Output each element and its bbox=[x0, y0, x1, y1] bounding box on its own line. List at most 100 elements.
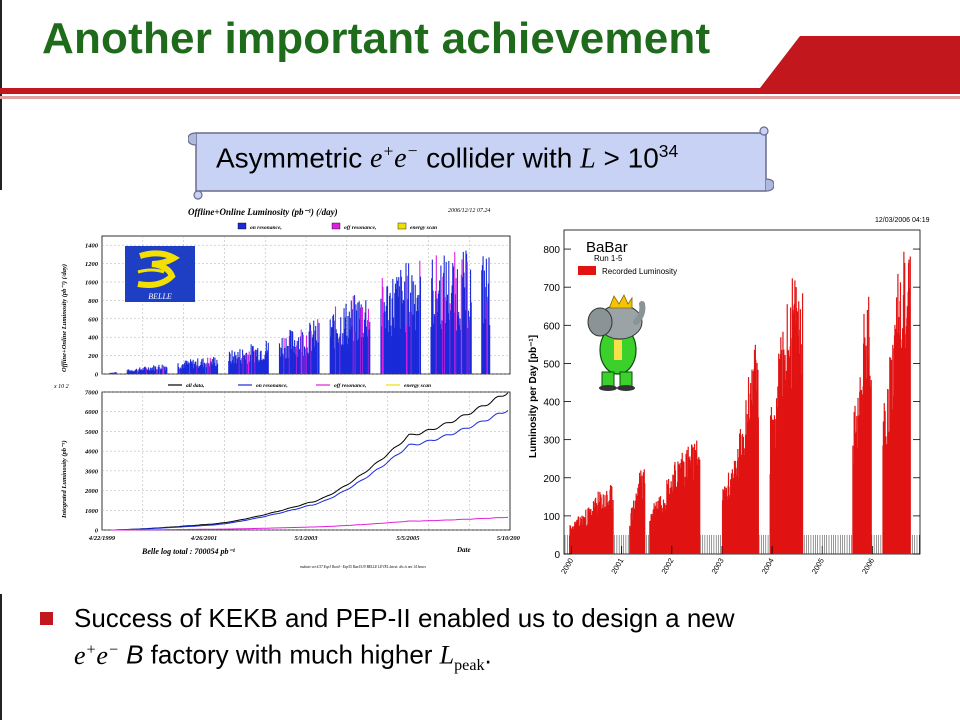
belle-daily-bar bbox=[415, 330, 417, 374]
belle-daily-bar bbox=[249, 361, 251, 374]
belle-daily-bar bbox=[215, 366, 217, 374]
belle-daily-legend-swatch bbox=[397, 222, 407, 230]
belle-integrated-xtick: 5/10/2007 bbox=[497, 535, 522, 542]
babar-stamp: 12/03/2006 04:19 bbox=[875, 217, 930, 224]
belle-daily-ytick: 1000 bbox=[85, 280, 99, 287]
belle-daily-bar bbox=[391, 298, 393, 374]
belle-daily-bar bbox=[283, 338, 285, 374]
belle-daily-bar bbox=[203, 362, 205, 374]
belle-daily-bar bbox=[302, 334, 304, 374]
belle-daily-bar bbox=[386, 286, 388, 374]
belle-daily-bar bbox=[130, 371, 132, 374]
belle-daily-bar bbox=[454, 251, 456, 374]
belle-daily-bar bbox=[448, 319, 451, 374]
belle-daily-bar bbox=[258, 359, 260, 374]
belle-daily-bar bbox=[339, 333, 341, 374]
belle-daily-bar bbox=[159, 368, 161, 374]
belle-daily-bar bbox=[147, 369, 149, 374]
belle-daily-bar bbox=[437, 311, 439, 374]
belle-daily-bar bbox=[156, 369, 158, 374]
belle-daily-bar bbox=[282, 353, 284, 374]
belle-daily-bar bbox=[408, 326, 410, 374]
bullet-line1: Success of KEKB and PEP-II enabled us to… bbox=[74, 603, 735, 633]
belle-daily-bar bbox=[351, 326, 353, 374]
belle-daily-bar bbox=[403, 300, 405, 374]
bullet-sub: peak bbox=[454, 656, 485, 674]
belle-daily-bar bbox=[133, 371, 136, 374]
belle-integrated-legend-label: off resonance, bbox=[334, 383, 366, 389]
belle-integrated-series-line bbox=[112, 410, 509, 531]
belle-daily-bar bbox=[369, 321, 371, 374]
belle-daily-bar bbox=[332, 314, 335, 374]
belle-daily-bar bbox=[329, 319, 331, 374]
babar-ytick: 700 bbox=[543, 283, 560, 294]
belle-daily-bar bbox=[308, 331, 310, 374]
belle-daily-bar bbox=[442, 276, 444, 374]
belle-daily-bar bbox=[330, 336, 332, 374]
belle-daily-bar bbox=[154, 366, 156, 374]
belle-daily-bar bbox=[198, 366, 200, 374]
belle-daily-bar bbox=[356, 340, 358, 374]
bullet-e-plus: e+e− bbox=[74, 640, 119, 670]
belle-logo: BELLE bbox=[125, 246, 195, 302]
belle-daily-bar bbox=[197, 358, 199, 374]
belle-daily-bar bbox=[294, 346, 296, 374]
belle-daily-bar bbox=[362, 332, 364, 374]
belle-daily-bar bbox=[456, 269, 458, 374]
belle-daily-bar bbox=[155, 369, 157, 374]
belle-integrated-ytick: 5000 bbox=[85, 429, 99, 436]
belle-daily-bar bbox=[280, 356, 282, 374]
belle-daily-bar bbox=[195, 366, 198, 374]
belle-daily-bar bbox=[145, 367, 147, 374]
belle-daily-bar bbox=[301, 352, 303, 374]
belle-integrated-ytick: 7000 bbox=[85, 390, 99, 397]
belle-daily-bar bbox=[191, 363, 194, 374]
belle-daily-bar bbox=[193, 363, 196, 374]
belle-daily-bar bbox=[231, 350, 233, 374]
header-rule-shadow bbox=[0, 96, 960, 99]
belle-daily-bar bbox=[115, 372, 117, 374]
belle-daily-bar bbox=[287, 358, 289, 374]
belle-daily-bar bbox=[151, 367, 153, 374]
belle-daily-bar bbox=[166, 367, 168, 374]
belle-daily-bar bbox=[110, 372, 113, 374]
belle-daily-bar bbox=[112, 372, 114, 374]
belle-daily-bar bbox=[157, 369, 159, 374]
belle-daily-bar bbox=[284, 347, 286, 374]
belle-daily-bar bbox=[388, 295, 391, 374]
belle-daily-bar bbox=[460, 329, 462, 374]
belle-daily-bar bbox=[299, 349, 301, 374]
belle-daily-bar bbox=[266, 353, 268, 374]
belle-daily-bar bbox=[247, 354, 250, 374]
belle-daily-bar bbox=[132, 370, 134, 374]
belle-daily-bar bbox=[145, 368, 147, 374]
belle-integrated-series-line bbox=[112, 516, 509, 531]
belle-daily-bar bbox=[306, 347, 308, 374]
belle-daily-bar bbox=[489, 325, 491, 374]
belle-daily-bar bbox=[249, 354, 252, 374]
bullet-marker bbox=[40, 612, 53, 625]
belle-daily-bar bbox=[332, 315, 334, 374]
belle-daily-bar bbox=[350, 317, 352, 374]
belle-daily-bar bbox=[248, 351, 250, 374]
belle-daily-bar bbox=[204, 363, 206, 374]
belle-daily-bar bbox=[481, 270, 483, 374]
belle-daily-bar bbox=[250, 344, 252, 374]
belle-daily-bar bbox=[143, 367, 145, 374]
belle-daily-bar bbox=[344, 328, 346, 374]
babar-ytick: 600 bbox=[543, 321, 560, 332]
belle-daily-bar bbox=[300, 329, 302, 374]
babar-subtitle: Run 1-5 bbox=[594, 254, 623, 263]
belle-daily-bar bbox=[450, 292, 453, 374]
belle-daily-bar bbox=[233, 363, 235, 374]
belle-daily-bar bbox=[236, 358, 238, 374]
belle-daily-bar bbox=[257, 362, 259, 374]
belle-daily-bar bbox=[385, 305, 387, 374]
belle-daily-bar bbox=[147, 367, 149, 374]
belle-daily-bar bbox=[432, 290, 434, 374]
belle-daily-bar bbox=[357, 302, 359, 374]
belle-daily-bar bbox=[388, 320, 390, 374]
belle-daily-bar bbox=[240, 360, 242, 374]
belle-daily-bar bbox=[441, 320, 443, 374]
belle-daily-bar bbox=[412, 281, 414, 374]
